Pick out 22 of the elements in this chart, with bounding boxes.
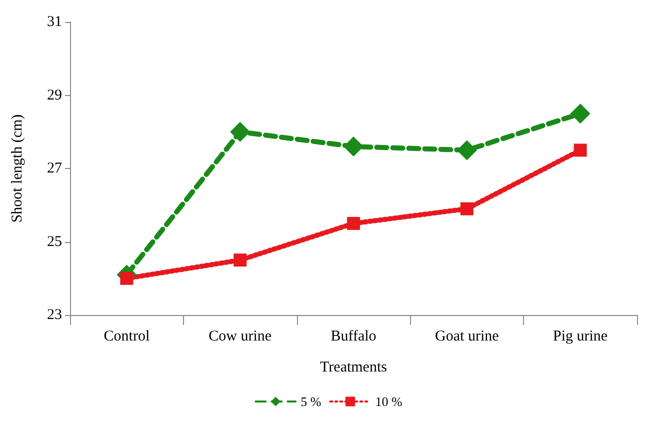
y-tick-label: 23 bbox=[47, 307, 62, 323]
x-tick-label: Pig urine bbox=[553, 328, 608, 344]
y-axis-title: Shoot length (cm) bbox=[10, 114, 26, 223]
y-tick-label: 31 bbox=[47, 14, 62, 30]
point bbox=[347, 216, 360, 230]
x-tick-label: Control bbox=[104, 328, 150, 344]
point bbox=[460, 202, 474, 216]
legend-label: 5 % bbox=[300, 394, 322, 409]
point bbox=[230, 122, 250, 142]
legend-label: 10 % bbox=[375, 394, 402, 409]
x-tick-label: Cow urine bbox=[208, 328, 272, 344]
y-tick-label: 27 bbox=[47, 160, 62, 176]
y-tick-label: 29 bbox=[47, 87, 62, 104]
point bbox=[234, 254, 247, 267]
x-tick-label: Buffalo bbox=[330, 328, 376, 344]
y-tick-label: 25 bbox=[47, 234, 62, 250]
x-axis-title: Treatments bbox=[320, 360, 388, 376]
point bbox=[456, 140, 477, 160]
point bbox=[570, 104, 590, 124]
x-tick-label: Goat urine bbox=[435, 328, 500, 344]
point bbox=[344, 136, 364, 157]
point bbox=[574, 144, 587, 157]
